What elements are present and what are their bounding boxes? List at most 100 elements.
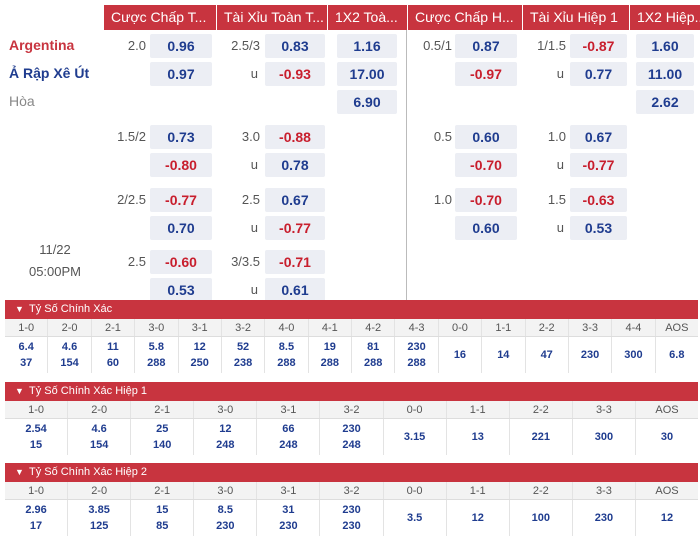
score-odds[interactable]: 12	[634, 500, 698, 536]
score-labels: 1-0 2-0 2-1 3-0 3-1 3-2 0-0 1-1 2-2 3-3 …	[5, 482, 698, 500]
odds-cell[interactable]: 0.96	[150, 34, 212, 58]
section-title: Tỷ Số Chính Xác Hiệp 2	[29, 466, 148, 478]
score-odds[interactable]: 230 230	[319, 500, 382, 536]
odds-cell[interactable]: -0.71	[265, 250, 325, 274]
odds-cell[interactable]: -0.88	[265, 125, 325, 149]
score-odds[interactable]: 8.5 230	[193, 500, 256, 536]
score-odds[interactable]: 11 60	[90, 337, 134, 373]
odds-cell[interactable]: 11.00	[636, 62, 694, 86]
score-label: 3-0	[193, 401, 256, 418]
score-label: 3-3	[571, 482, 635, 499]
odds-cell[interactable]: 0.53	[150, 278, 212, 302]
score-odds[interactable]: 230 248	[319, 419, 382, 455]
team-home: Argentina	[9, 37, 75, 53]
score-odds[interactable]: 16	[437, 337, 481, 373]
score-odds[interactable]: 31 230	[256, 500, 319, 536]
score-odds[interactable]: 14	[481, 337, 524, 373]
score-odds[interactable]: 230	[567, 337, 611, 373]
chevron-down-icon[interactable]: ▼	[15, 386, 24, 396]
score-odds[interactable]: 12 250	[177, 337, 221, 373]
under-label: u	[250, 66, 258, 81]
odds-cell[interactable]: -0.77	[150, 188, 212, 212]
score-odds[interactable]: 12 248	[193, 419, 256, 455]
score-odds[interactable]: 15 85	[130, 500, 193, 536]
section-header[interactable]: ▼ Tỷ Số Chính Xác Hiệp 2	[5, 463, 698, 482]
header-handicap-ft[interactable]: Cược Chấp T...	[104, 5, 216, 30]
odds-cell[interactable]: -0.93	[265, 62, 325, 86]
odds-cell[interactable]: -0.60	[150, 250, 212, 274]
odds-cell[interactable]: -0.77	[265, 216, 325, 240]
score-odds[interactable]: 3.5	[382, 500, 446, 536]
score-odds[interactable]: 13	[445, 419, 509, 455]
odds-cell[interactable]: 0.53	[570, 216, 627, 240]
odds-cell[interactable]: 0.70	[150, 216, 212, 240]
chevron-down-icon[interactable]: ▼	[15, 467, 24, 477]
header-overunder-h1[interactable]: Tài Xỉu Hiệp 1	[523, 5, 629, 30]
odds-cell[interactable]: -0.63	[570, 188, 627, 212]
odds-cell[interactable]: -0.70	[455, 153, 517, 177]
header-1x2-h1[interactable]: 1X2 Hiệp...	[630, 5, 700, 30]
score-odds[interactable]: 30	[634, 419, 698, 455]
odds-cell[interactable]: 0.83	[265, 34, 325, 58]
total-line: 2.5/3	[231, 38, 260, 53]
odds-cell[interactable]: 0.73	[150, 125, 212, 149]
handicap-line: 0.5/1	[423, 38, 452, 53]
odds-cell[interactable]: -0.97	[455, 62, 517, 86]
odds-cell[interactable]: 1.16	[337, 34, 397, 58]
chevron-down-icon[interactable]: ▼	[15, 304, 24, 314]
score-odds[interactable]: 3.15	[382, 419, 446, 455]
score-odds[interactable]: 300	[611, 337, 654, 373]
total-line: 1/1.5	[537, 38, 566, 53]
score-label: 2-2	[508, 401, 572, 418]
score-odds[interactable]: 5.8 288	[134, 337, 177, 373]
score-odds[interactable]: 230 288	[394, 337, 437, 373]
header-overunder-ft[interactable]: Tài Xỉu Toàn T...	[217, 5, 327, 30]
odds-cell[interactable]: 0.78	[265, 153, 325, 177]
score-odds[interactable]: 230	[571, 500, 635, 536]
odds-cell[interactable]: -0.70	[455, 188, 517, 212]
section-header[interactable]: ▼ Tỷ Số Chính Xác	[5, 300, 698, 319]
score-odds[interactable]: 66 248	[256, 419, 319, 455]
score-odds[interactable]: 8.5 288	[264, 337, 307, 373]
score-odds[interactable]: 81 288	[351, 337, 394, 373]
score-odds-row: 2.96 17 3.85 125 15 85 8.5 230 31 230 230 230 …	[5, 500, 698, 536]
score-label: 4-2	[351, 319, 394, 336]
odds-cell[interactable]: 0.77	[570, 62, 627, 86]
odds-cell[interactable]: -0.80	[150, 153, 212, 177]
score-odds[interactable]: 25 140	[130, 419, 193, 455]
score-odds[interactable]: 300	[571, 419, 635, 455]
odds-cell[interactable]: 0.67	[570, 125, 627, 149]
odds-cell[interactable]: 6.90	[337, 90, 397, 114]
score-odds[interactable]: 47	[524, 337, 568, 373]
under-label: u	[556, 66, 564, 81]
match-date: 11/22	[39, 242, 71, 257]
score-odds[interactable]: 52 238	[220, 337, 264, 373]
odds-cell[interactable]: 0.87	[455, 34, 517, 58]
score-odds[interactable]: 4.6 154	[47, 337, 90, 373]
header-handicap-h1[interactable]: Cược Chấp H...	[408, 5, 522, 30]
odds-cell[interactable]: 0.61	[265, 278, 325, 302]
section-header[interactable]: ▼ Tỷ Số Chính Xác Hiệp 1	[5, 382, 698, 401]
score-odds[interactable]: 4.6 154	[67, 419, 130, 455]
score-odds[interactable]: 3.85 125	[67, 500, 130, 536]
score-odds[interactable]: 6.8	[654, 337, 698, 373]
score-odds[interactable]: 221	[508, 419, 572, 455]
score-label: 3-0	[134, 319, 177, 336]
score-odds[interactable]: 2.54 15	[25, 423, 47, 451]
odds-cell[interactable]: 0.67	[265, 188, 325, 212]
odds-cell[interactable]: 2.62	[636, 90, 694, 114]
odds-cell[interactable]: 17.00	[337, 62, 397, 86]
odds-cell[interactable]: 0.97	[150, 62, 212, 86]
score-odds[interactable]: 12	[445, 500, 509, 536]
score-odds[interactable]: 19 288	[307, 337, 351, 373]
under-label: u	[250, 157, 258, 172]
score-odds[interactable]: 6.4 37	[18, 341, 34, 369]
odds-cell[interactable]: -0.87	[570, 34, 627, 58]
score-odds[interactable]: 100	[508, 500, 572, 536]
odds-cell[interactable]: 0.60	[455, 216, 517, 240]
odds-cell[interactable]: -0.77	[570, 153, 627, 177]
odds-cell[interactable]: 0.60	[455, 125, 517, 149]
header-1x2-ft[interactable]: 1X2 Toà...	[328, 5, 407, 30]
score-odds[interactable]: 2.96 17	[25, 504, 47, 532]
odds-cell[interactable]: 1.60	[636, 34, 694, 58]
